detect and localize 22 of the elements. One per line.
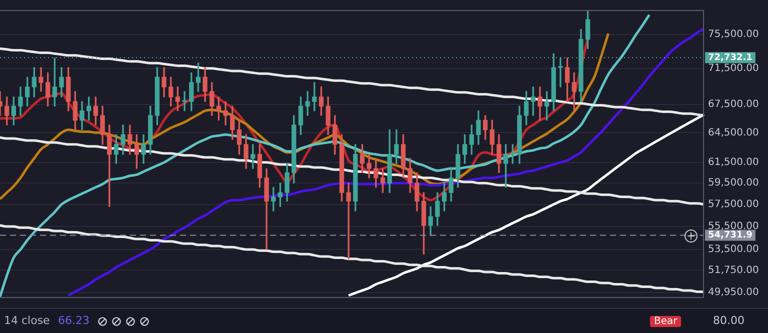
line-series	[0, 47, 706, 117]
ref-line-label: 54,731.9	[708, 230, 752, 241]
y-tick-label: 57,500.00	[708, 199, 759, 210]
line-series	[347, 113, 706, 297]
y-tick-label: 49,950.00	[708, 286, 759, 298]
y-tick-label: 51,750.00	[708, 264, 759, 276]
y-tick-label: 59,500.00	[708, 178, 759, 189]
line-series	[0, 224, 706, 293]
text: Bear	[650, 316, 682, 327]
line-series	[67, 27, 706, 297]
text: 14 close	[4, 314, 50, 327]
y-tick-label: 71,500.00	[708, 62, 759, 74]
y-tick-label: 75,500.00	[708, 28, 759, 40]
line-series	[0, 14, 651, 298]
text: 66.23	[58, 314, 90, 327]
ref-line-label: 72,732.1	[708, 53, 752, 64]
y-tick-label: 64,500.00	[708, 127, 759, 138]
y-tick-label: 61,500.00	[708, 157, 759, 168]
y-tick-label: 67,500.00	[708, 98, 759, 110]
text: 80.00	[713, 314, 744, 327]
y-tick-label: 53,500.00	[708, 244, 759, 256]
y-tick-label: 55,500.00	[708, 221, 759, 232]
